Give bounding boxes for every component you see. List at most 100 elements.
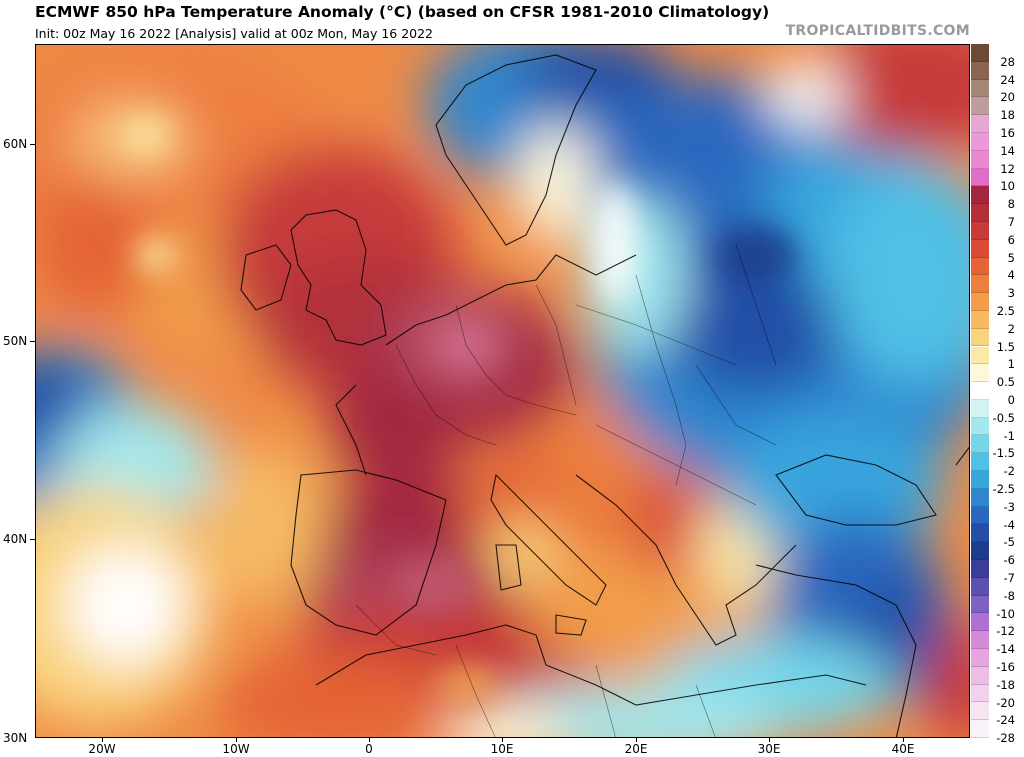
colorbar-label: -8 [1003,588,1015,603]
lon-label-10e: 10E [490,742,514,756]
lon-label-40e: 40E [891,742,915,756]
colorbar-swatch [971,720,989,738]
colorbar-label: 1 [1007,357,1015,372]
colorbar-label: -10 [996,606,1015,621]
colorbar-label: -1 [1003,428,1015,443]
lat-label-50n: 50N [3,334,28,348]
colorbar-label: 5 [1007,250,1015,265]
colorbar-swatch [971,257,989,276]
colorbar-swatch [971,293,989,311]
lat-label-40n: 40N [3,532,28,546]
colorbar-swatch [971,488,989,507]
anomaly-map [35,44,970,738]
colorbar-label: 0 [1007,393,1015,407]
colorbar-swatch [971,560,989,578]
colorbar-label: 0.5 [996,375,1015,390]
lat-label-60n: 60N [3,137,28,151]
colorbar-swatch [971,97,989,116]
colorbar-swatch [971,684,989,703]
colorbar-label: -5 [1003,535,1015,550]
lat-label-30n: 30N [3,731,28,745]
borders [355,244,777,737]
lon-tick [236,738,237,742]
colorbar-label: 1.5 [996,339,1015,354]
colorbar-label: -2 [1003,464,1015,479]
colorbar-label: 2 [1007,321,1015,336]
lon-tick [102,738,103,742]
colorbar-label: 7 [1007,215,1015,230]
colorbar-swatch [971,275,989,294]
colorbar-swatch [971,364,989,383]
coastlines [240,54,969,737]
lon-label-0: 0 [365,742,373,756]
colorbar-swatch [971,631,989,649]
colorbar-swatch [971,471,989,489]
colorbar-swatch [971,702,989,721]
colorbar-label: 16 [1000,126,1015,141]
colorbar-swatch [971,417,989,436]
colorbar-label: 8 [1007,197,1015,212]
colorbar-label: -20 [996,695,1015,710]
anomaly-fields [36,45,969,737]
valid-time-subtitle: Init: 00z May 16 2022 [Analysis] valid a… [35,26,434,41]
colorbar-label: -6 [1003,553,1015,568]
colorbar-swatch [971,328,989,347]
colorbar-swatch [971,132,989,151]
colorbar-label: -4 [1003,517,1015,532]
colorbar-label: 28 [1000,54,1015,69]
colorbar-label: -24 [996,713,1015,728]
colorbar-label: -3 [1003,499,1015,514]
lon-tick [369,738,370,742]
colorbar-swatch [971,666,989,685]
colorbar-swatch [971,204,989,222]
colorbar-label: 12 [1000,161,1015,176]
colorbar-label: 2.5 [996,304,1015,319]
colorbar-label: 4 [1007,268,1015,283]
colorbar-swatch [971,649,989,667]
lon-label-20e: 20E [624,742,648,756]
lon-tick [636,738,637,742]
colorbar-label: 10 [1000,179,1015,194]
colorbar-swatch [971,435,989,454]
colorbar-swatch [971,239,989,258]
anomaly-detail [121,117,796,705]
colorbar-swatch [971,399,989,418]
colorbar-label: -28 [996,731,1015,746]
chart-title: ECMWF 850 hPa Temperature Anomaly (°C) (… [35,3,770,21]
colorbar-swatch [971,168,989,187]
colorbar-swatch [971,79,989,98]
colorbar-label: 18 [1000,108,1015,123]
lat-tick [30,144,35,145]
colorbar-swatch [971,346,989,365]
colorbar-label: -18 [996,677,1015,692]
colorbar-label: -0.5 [992,410,1015,425]
colorbar-swatch [971,61,989,80]
colorbar-swatch [971,310,989,329]
colorbar-label: -16 [996,659,1015,674]
colorbar-legend: 28 24 20 18 16 14 12 10 8 7 6 5 4 3 2.5 2 1.5 1 0.5 0 -0.5 -1… [971,44,1024,745]
colorbar-label: 3 [1007,286,1015,301]
colorbar-swatch [971,506,989,525]
colorbar-swatch [971,115,989,133]
colorbar-label: 24 [1000,72,1015,87]
anomaly-map-canvas [36,45,969,737]
lon-tick [769,738,770,742]
colorbar-label: -12 [996,624,1015,639]
lon-label-20w: 20W [88,742,116,756]
lon-label-30e: 30E [757,742,781,756]
colorbar-label: 14 [1000,143,1015,158]
colorbar-swatch [971,453,989,472]
colorbar-swatch [971,542,989,561]
colorbar-swatch [971,613,989,632]
colorbar-label: 6 [1007,232,1015,247]
lon-tick [903,738,904,742]
colorbar-label: -7 [1003,570,1015,585]
colorbar-label: 20 [1000,90,1015,105]
colorbar-swatch [971,221,989,240]
colorbar-swatch [971,595,989,614]
colorbar-swatch [971,186,989,205]
colorbar-swatch [971,524,989,543]
colorbar-swatch [971,44,989,62]
brand-watermark: TROPICALTIDBITS.COM [785,23,970,39]
colorbar-swatch [971,382,989,400]
